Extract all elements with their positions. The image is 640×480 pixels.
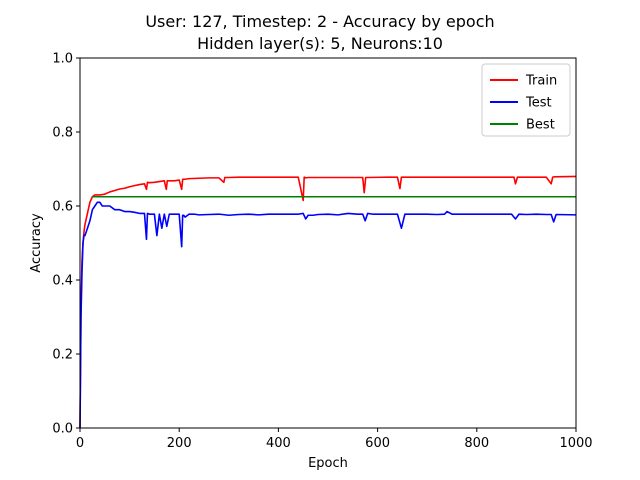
- y-tick-label: 0.4: [52, 274, 73, 289]
- y-tick-label: 0.6: [52, 200, 73, 215]
- y-tick-label: 1.0: [52, 52, 73, 67]
- series-line-test: [79, 201, 577, 429]
- x-tick-label: 200: [167, 436, 192, 451]
- legend-label-train: Train: [525, 74, 557, 89]
- x-tick-label: 400: [266, 436, 291, 451]
- y-tick-label: 0.2: [52, 348, 73, 363]
- x-tick-label: 1000: [559, 436, 592, 451]
- y-axis-label: Accuracy: [29, 213, 44, 273]
- legend-box: [481, 63, 571, 137]
- x-axis-label: Epoch: [308, 456, 348, 471]
- x-tick-label: 0: [76, 436, 84, 451]
- y-tick-label: 0.8: [52, 126, 73, 141]
- legend-label-best: Best: [526, 118, 555, 133]
- plot-frame: [79, 57, 577, 429]
- x-tick-label: 600: [365, 436, 390, 451]
- series-line-train: [79, 175, 577, 429]
- legend: Train Test Best: [481, 63, 571, 137]
- series-layer: [79, 175, 577, 429]
- legend-label-test: Test: [525, 96, 552, 111]
- chart-title-line1: User: 127, Timestep: 2 - Accuracy by epo…: [145, 12, 494, 31]
- chart-title-line2: Hidden layer(s): 5, Neurons:10: [197, 34, 443, 53]
- y-tick-label: 0.0: [52, 422, 73, 437]
- x-tick-label: 800: [464, 436, 489, 451]
- y-axis-ticks: 0.0 0.2 0.4 0.6 0.8 1.0: [52, 52, 80, 437]
- x-axis-ticks: 0 200 400 600 800 1000: [76, 428, 593, 451]
